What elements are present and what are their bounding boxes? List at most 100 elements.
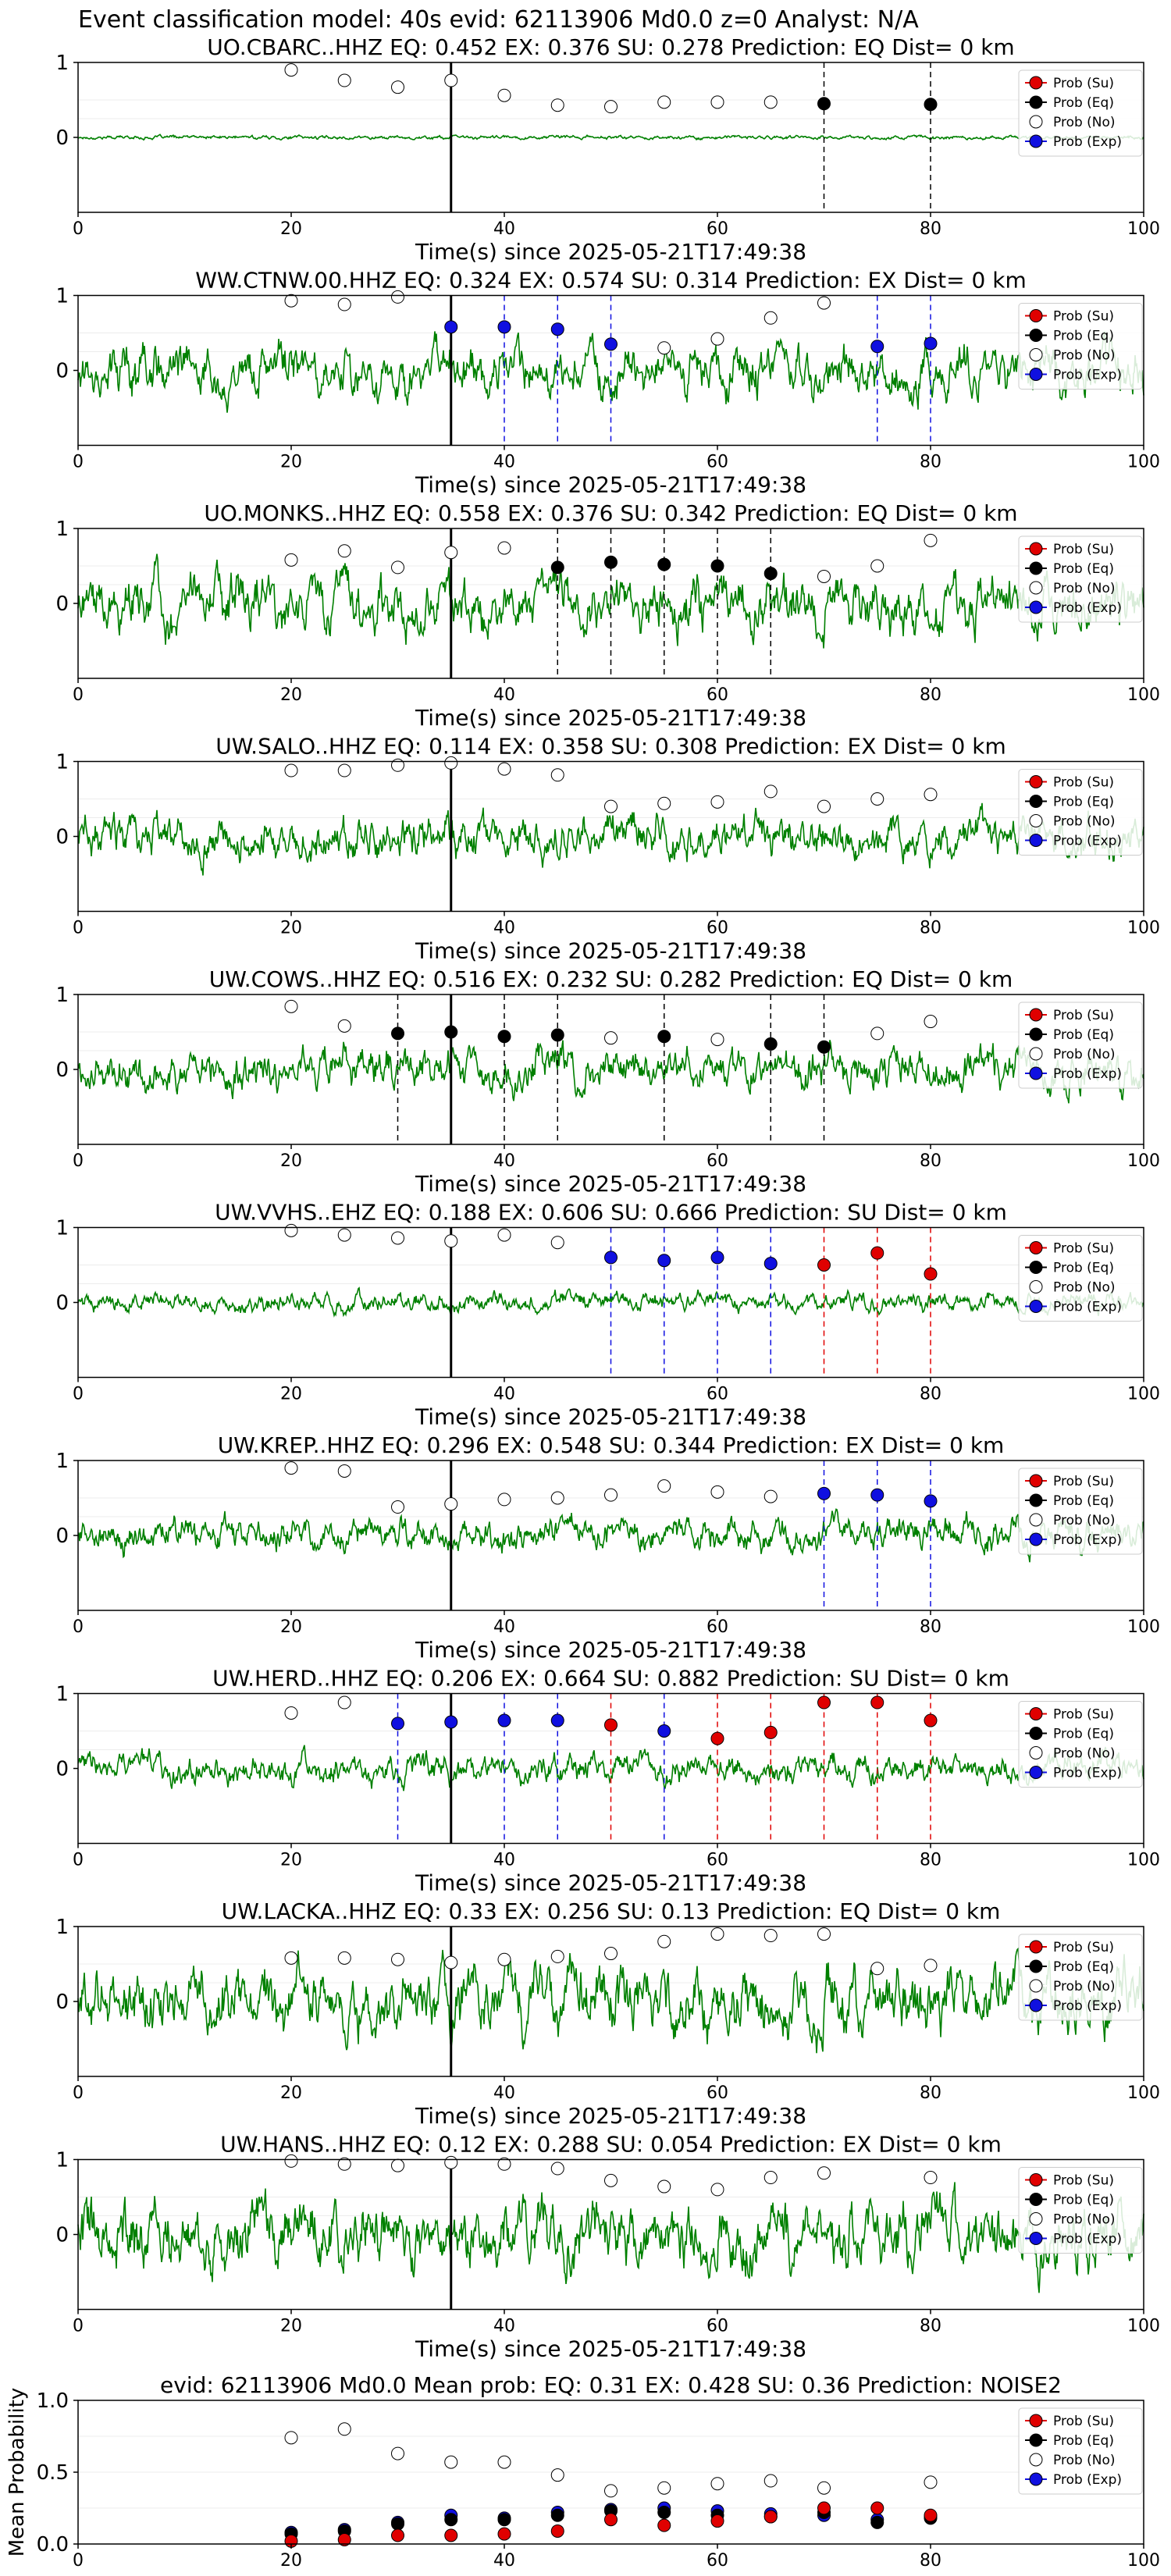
- panel-title: UW.HANS..HHZ EQ: 0.12 EX: 0.288 SU: 0.05…: [220, 2132, 1002, 2158]
- waveform-trace: [77, 802, 1144, 876]
- prob-marker-no: [391, 1500, 404, 1514]
- legend-marker-no: [1029, 115, 1043, 129]
- prob-marker-no: [284, 1461, 298, 1475]
- x-tick-label: 0: [73, 1151, 84, 1171]
- prob-marker-no: [710, 2183, 724, 2197]
- legend-marker-no: [1029, 348, 1043, 361]
- chart-panel-8: UW.HERD..HHZ EQ: 0.206 EX: 0.664 SU: 0.8…: [55, 1666, 1160, 1896]
- legend-marker-su: [1029, 309, 1043, 322]
- prob-marker-no: [497, 88, 511, 102]
- prob-marker-no: [284, 999, 298, 1013]
- prob-marker-exp: [870, 340, 884, 354]
- x-axis-label: Time(s) since 2025-05-21T17:49:38: [415, 1404, 806, 1430]
- prob-marker-no: [337, 73, 351, 87]
- x-axis-label: Time(s) since 2025-05-21T17:49:38: [415, 2103, 806, 2129]
- chart-panel-5: UW.COWS..HHZ EQ: 0.516 EX: 0.232 SU: 0.2…: [55, 966, 1160, 1197]
- prob-marker-eq: [817, 97, 831, 111]
- y-tick-label: 0: [55, 126, 69, 150]
- prob-marker-no: [391, 1952, 404, 1966]
- prob-marker-no: [497, 762, 511, 776]
- prob-marker-no: [284, 2154, 298, 2168]
- axes-frame: [77, 1692, 1144, 1845]
- x-tick-label: 20: [280, 1385, 302, 1404]
- x-tick-label: 60: [707, 453, 728, 472]
- prob-marker-exp: [924, 336, 938, 350]
- legend-label-no: Prob (No): [1053, 1280, 1116, 1296]
- legend-label-no: Prob (No): [1053, 348, 1116, 364]
- y-tick-label: 0: [55, 1991, 69, 2014]
- x-tick-label: 20: [280, 219, 302, 239]
- prob-marker-exp: [870, 1488, 884, 1502]
- legend-label-exp: Prob (Exp): [1053, 1998, 1122, 2014]
- mean-marker-no: [391, 2446, 404, 2460]
- prob-marker-no: [284, 553, 298, 567]
- x-tick-label: 40: [493, 2551, 515, 2571]
- mean-marker-eq: [550, 2508, 564, 2522]
- x-axis-label: Time(s) since 2025-05-21T17:49:38: [415, 705, 806, 731]
- prob-marker-no: [924, 788, 938, 802]
- panel-title: UO.CBARC..HHZ EQ: 0.452 EX: 0.376 SU: 0.…: [207, 34, 1014, 60]
- prob-marker-su: [710, 1731, 724, 1745]
- legend-label-eq: Prob (Eq): [1053, 1727, 1114, 1742]
- x-tick-label: 60: [707, 919, 728, 938]
- prob-marker-exp: [497, 320, 511, 334]
- prob-marker-eq: [924, 98, 938, 112]
- legend: Prob (Su) Prob (Eq) Prob (No) Prob (Exp): [1018, 303, 1143, 390]
- mean-marker-no: [924, 2475, 938, 2489]
- prob-marker-no: [604, 799, 618, 813]
- prob-marker-no: [391, 290, 404, 304]
- mean-marker-su: [763, 2510, 778, 2524]
- legend: Prob (Su) Prob (Eq) Prob (No) Prob (Exp): [1018, 1468, 1143, 1555]
- x-tick-label: 80: [920, 219, 941, 239]
- legend: Prob (Su) Prob (Eq) Prob (No) Prob (Exp): [1018, 2407, 1143, 2495]
- legend-marker-su: [1029, 2414, 1043, 2428]
- prob-marker-no: [817, 1927, 831, 1941]
- x-tick-label: 60: [707, 1385, 728, 1404]
- legend-marker-no: [1029, 1280, 1043, 1293]
- prob-marker-no: [657, 1934, 671, 1948]
- prob-marker-no: [710, 95, 724, 109]
- prob-marker-no: [284, 1706, 298, 1720]
- legend: Prob (Su) Prob (Eq) Prob (No) Prob (Exp): [1018, 2167, 1143, 2254]
- y-tick-label: 0: [55, 1059, 69, 1082]
- mean-marker-su: [817, 2501, 831, 2515]
- prob-marker-su: [870, 1246, 884, 1260]
- panel-title: UW.SALO..HHZ EQ: 0.114 EX: 0.358 SU: 0.3…: [215, 734, 1006, 760]
- x-tick-label: 80: [920, 919, 941, 938]
- legend-marker-no: [1029, 1746, 1043, 1759]
- prob-marker-no: [657, 341, 671, 355]
- mean-marker-no: [550, 2468, 564, 2482]
- prob-marker-no: [657, 796, 671, 810]
- mean-marker-su: [924, 2508, 938, 2522]
- prob-marker-no: [657, 2179, 671, 2194]
- x-tick-label: 0: [73, 1617, 84, 1637]
- chart-panel-2: WW.CTNW.00.HHZ EQ: 0.324 EX: 0.574 SU: 0…: [55, 268, 1160, 498]
- x-tick-label: 60: [707, 1851, 728, 1870]
- prob-marker-eq: [604, 555, 618, 569]
- waveform-trace: [77, 133, 1144, 141]
- chart-panel-3: UO.MONKS..HHZ EQ: 0.558 EX: 0.376 SU: 0.…: [55, 500, 1160, 731]
- axes-frame: [77, 62, 1144, 213]
- legend-marker-exp: [1029, 2472, 1043, 2486]
- legend: Prob (Su) Prob (Eq) Prob (No) Prob (Exp): [1018, 535, 1143, 623]
- prob-marker-no: [497, 1493, 511, 1507]
- prob-marker-no: [870, 559, 884, 573]
- x-tick-label: 20: [280, 2551, 302, 2571]
- legend-label-eq: Prob (Eq): [1053, 1027, 1114, 1043]
- prob-marker-no: [763, 1929, 778, 1943]
- legend-marker-no: [1029, 1513, 1043, 1527]
- axes-frame: [77, 2158, 1144, 2311]
- prob-marker-no: [763, 95, 778, 109]
- x-tick-label: 40: [493, 1151, 515, 1171]
- prob-marker-no: [444, 756, 458, 770]
- y-tick-label: 1: [55, 1683, 69, 1706]
- legend-marker-su: [1029, 1474, 1043, 1488]
- axes-frame: [77, 1926, 1144, 2077]
- legend-marker-su: [1029, 1008, 1043, 1022]
- panel-title: UW.COWS..HHZ EQ: 0.516 EX: 0.232 SU: 0.2…: [209, 966, 1013, 992]
- x-tick-label: 20: [280, 1617, 302, 1637]
- axes-frame: [77, 760, 1144, 913]
- panel-title: UW.LACKA..HHZ EQ: 0.33 EX: 0.256 SU: 0.1…: [222, 1898, 1001, 1924]
- legend-frame: [1018, 1002, 1143, 1089]
- legend-label-eq: Prob (Eq): [1053, 95, 1114, 111]
